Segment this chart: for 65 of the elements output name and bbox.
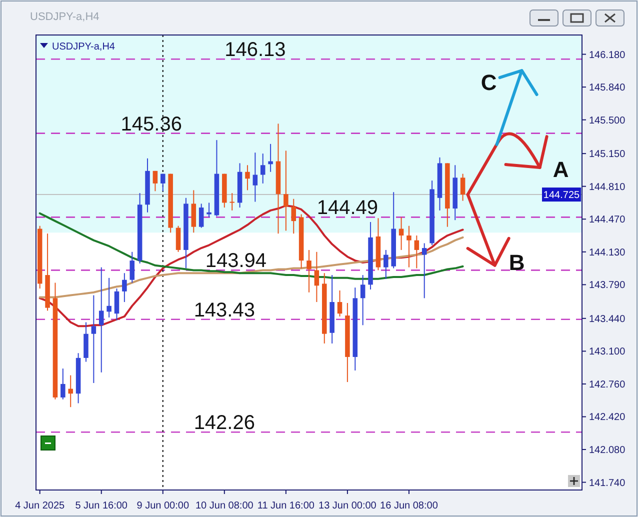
candlestick — [68, 374, 73, 408]
y-tick-label: 145.500 — [589, 115, 626, 126]
candlestick — [176, 225, 181, 252]
ref-line-label: 144.49 — [316, 197, 378, 220]
candlestick — [314, 251, 320, 303]
candlestick — [98, 266, 104, 373]
x-tick-label: 5 Jun 16:00 — [75, 500, 128, 512]
candlestick — [260, 153, 266, 184]
candlestick — [291, 198, 296, 234]
y-tick-label: 143.440 — [589, 314, 626, 325]
y-tick-label: 142.760 — [589, 379, 626, 390]
y-tick-label: 142.080 — [589, 445, 626, 456]
candlestick — [360, 274, 366, 326]
y-tick-label: 146.180 — [589, 50, 626, 61]
candlestick — [230, 192, 234, 211]
candlestick — [152, 170, 158, 192]
y-tick-label: 141.740 — [589, 478, 626, 489]
ref-line-label: 145.36 — [120, 113, 182, 136]
candlestick — [91, 294, 96, 384]
candlestick — [398, 216, 404, 250]
candlestick — [114, 288, 120, 321]
candlestick — [60, 368, 66, 400]
text: C — [480, 70, 497, 96]
line-series — [38, 236, 464, 298]
y-tick-label: 144.470 — [589, 214, 626, 226]
ref-line-label: 143.94 — [205, 250, 267, 272]
text: USDJPY-a,H4 — [52, 42, 116, 52]
ref-line-label: 146.13 — [224, 39, 286, 62]
candlestick — [245, 164, 250, 191]
candlestick — [252, 152, 258, 202]
x-tick-label: 13 Jun 00:00 — [318, 500, 377, 512]
candlestick — [406, 225, 412, 268]
x-tick-label: 4 Jun 2025 — [15, 500, 66, 512]
candlestick — [414, 235, 420, 269]
candlestick — [106, 277, 112, 318]
candlestick — [268, 143, 273, 172]
candlestick — [460, 173, 466, 202]
y-tick-label: 143.100 — [589, 346, 626, 358]
y-tick-label: 144.130 — [589, 247, 626, 258]
candlestick — [130, 251, 135, 284]
x-tick-label: 9 Jun 00:00 — [136, 500, 190, 512]
candlestick — [337, 290, 342, 317]
chart-title: USDJPY-a,H4 — [30, 11, 100, 23]
annotation: B — [508, 250, 525, 276]
x-tick-label: 11 Jun 16:00 — [257, 500, 315, 512]
ref-line-label: 143.43 — [194, 299, 255, 322]
candlestick — [284, 150, 288, 232]
candlestick — [306, 249, 312, 293]
x-tick-label: 16 Jun 08:00 — [380, 500, 438, 512]
y-tick-label: 145.840 — [589, 82, 626, 94]
ref-line-label: 142.26 — [194, 412, 255, 434]
candlestick — [198, 203, 204, 228]
candlestick — [122, 272, 127, 303]
y-tick-label: 144.810 — [589, 182, 626, 193]
y-tick-label: 142.420 — [589, 412, 626, 424]
y-tick-label: 145.150 — [589, 149, 626, 160]
x-tick-label: 10 Jun 08:00 — [195, 500, 254, 512]
text: A — [552, 157, 569, 182]
candlestick — [160, 173, 166, 192]
candlestick — [191, 190, 196, 234]
candlestick — [384, 249, 388, 280]
candlestick — [422, 242, 427, 299]
ref-line-label: 144.725 — [543, 190, 580, 202]
candlestick — [206, 202, 212, 218]
y-tick-label: 143.790 — [589, 280, 626, 292]
